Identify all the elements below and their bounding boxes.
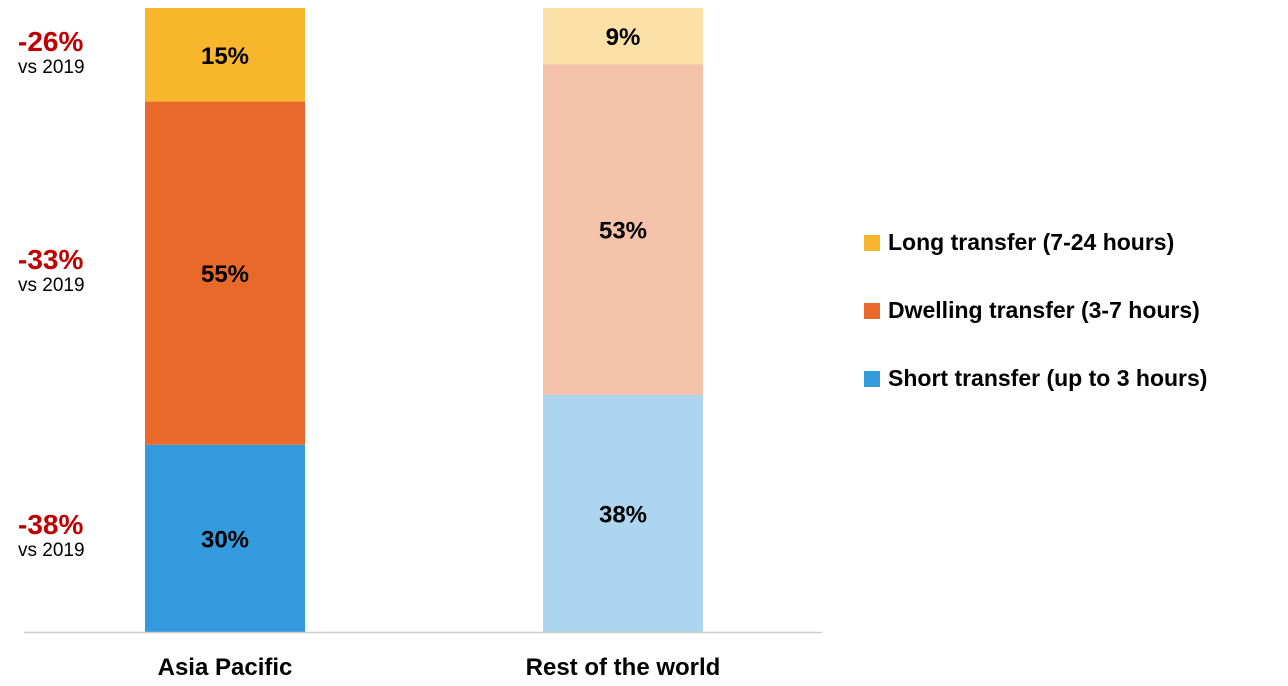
- legend-item-long-transfer-7-24-hours: Long transfer (7-24 hours): [864, 228, 1284, 256]
- data-label-rest-of-the-world-short-transfer-up-to-3-hours: 38%: [599, 501, 647, 528]
- change-note: vs 2019: [18, 56, 85, 78]
- category-labels: Asia Pacific Rest of the world: [158, 654, 721, 681]
- legend-label: Short transfer (up to 3 hours): [888, 365, 1208, 391]
- change-annotation-dwelling-transfer-3-7-hours: -33% vs 2019: [18, 245, 138, 297]
- legend-item-short-transfer-up-to-3-hours: Short transfer (up to 3 hours): [864, 364, 1228, 392]
- legend: Long transfer (7-24 hours) Dwelling trans…: [864, 228, 1284, 392]
- change-value: -26%: [18, 25, 84, 57]
- data-label-rest-of-the-world-dwelling-transfer-3-7-hours: 53%: [599, 218, 647, 245]
- data-label-asia-pacific-short-transfer-up-to-3-hours: 30%: [201, 526, 249, 553]
- change-value: -38%: [18, 509, 84, 541]
- bars-layer: 30% 55% 15% 38% 53% 9%: [145, 8, 703, 632]
- bar-segment-rest-of-the-world-dwelling-transfer-3-7-hours: [543, 64, 703, 395]
- bar-segment-asia-pacific-dwelling-transfer-3-7-hours: [145, 101, 305, 445]
- change-value: -33%: [18, 244, 84, 276]
- change-note: vs 2019: [18, 275, 85, 297]
- change-annotation-long-transfer-7-24-hours: -26% vs 2019: [18, 25, 138, 79]
- data-label-asia-pacific-long-transfer-7-24-hours: 15%: [201, 43, 249, 70]
- data-label-rest-of-the-world-long-transfer-7-24-hours: 9%: [606, 24, 641, 51]
- legend-swatch: [864, 303, 880, 319]
- legend-item-dwelling-transfer-3-7-hours: Dwelling transfer (3-7 hours): [864, 296, 1284, 324]
- bar-segment-asia-pacific-short-transfer-up-to-3-hours: [145, 444, 305, 632]
- category-label-rest-of-the-world: Rest of the world: [526, 654, 721, 681]
- bar-segment-rest-of-the-world-long-transfer-7-24-hours: [543, 8, 703, 65]
- legend-label: Dwelling transfer (3-7 hours): [888, 297, 1200, 323]
- legend-label: Long transfer (7-24 hours): [888, 229, 1175, 255]
- bar-segment-rest-of-the-world-short-transfer-up-to-3-hours: [543, 394, 703, 632]
- change-annotation-short-transfer-up-to-3-hours: -38% vs 2019: [18, 510, 138, 562]
- change-note: vs 2019: [18, 540, 85, 562]
- category-label-asia-pacific: Asia Pacific: [158, 654, 293, 681]
- legend-swatch: [864, 371, 880, 387]
- bar-segment-asia-pacific-long-transfer-7-24-hours: [145, 8, 305, 102]
- data-label-asia-pacific-dwelling-transfer-3-7-hours: 55%: [201, 261, 249, 288]
- legend-swatch: [864, 235, 880, 251]
